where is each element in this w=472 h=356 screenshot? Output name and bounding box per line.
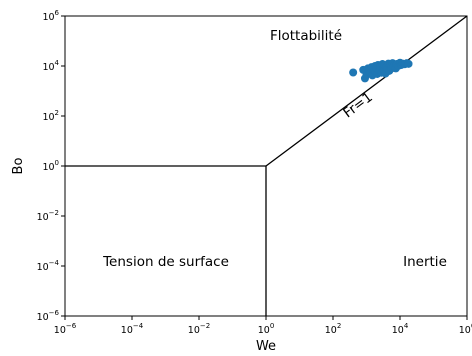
x-tick-label: 106 — [459, 322, 472, 336]
y-axis: 10−6 10−4 10−2 100 102 104 106 — [37, 9, 65, 323]
x-tick-label: 102 — [325, 322, 342, 336]
region-label: Inertie — [403, 254, 447, 270]
x-axis-title: We — [256, 339, 276, 354]
region-labels: Flottabilité Tension de surface Inertie — [102, 28, 447, 270]
y-tick-label: 100 — [42, 159, 59, 173]
x-tick-label: 10−4 — [121, 322, 144, 336]
data-point — [349, 68, 358, 77]
y-tick-label: 10−6 — [37, 309, 60, 323]
y-tick-label: 10−4 — [37, 259, 60, 273]
y-tick-label: 10−2 — [37, 209, 59, 223]
y-tick-label: 104 — [42, 59, 59, 73]
y-tick-label: 102 — [42, 109, 59, 123]
y-tick-label: 106 — [42, 9, 59, 23]
x-tick-label: 104 — [392, 322, 409, 336]
y-axis-title: Bo — [11, 158, 26, 175]
data-point — [404, 59, 413, 68]
froude-line-label: Fr=1 — [340, 89, 375, 121]
x-tick-label: 10−6 — [54, 322, 77, 336]
region-label: Tension de surface — [102, 254, 229, 270]
scatter-series — [349, 58, 413, 83]
x-tick-label: 100 — [258, 322, 275, 336]
boundary-line — [265, 15, 468, 167]
region-label: Flottabilité — [270, 28, 342, 44]
x-axis: 10−6 10−4 10−2 100 102 104 106 — [54, 316, 472, 336]
x-tick-label: 10−2 — [188, 322, 210, 336]
